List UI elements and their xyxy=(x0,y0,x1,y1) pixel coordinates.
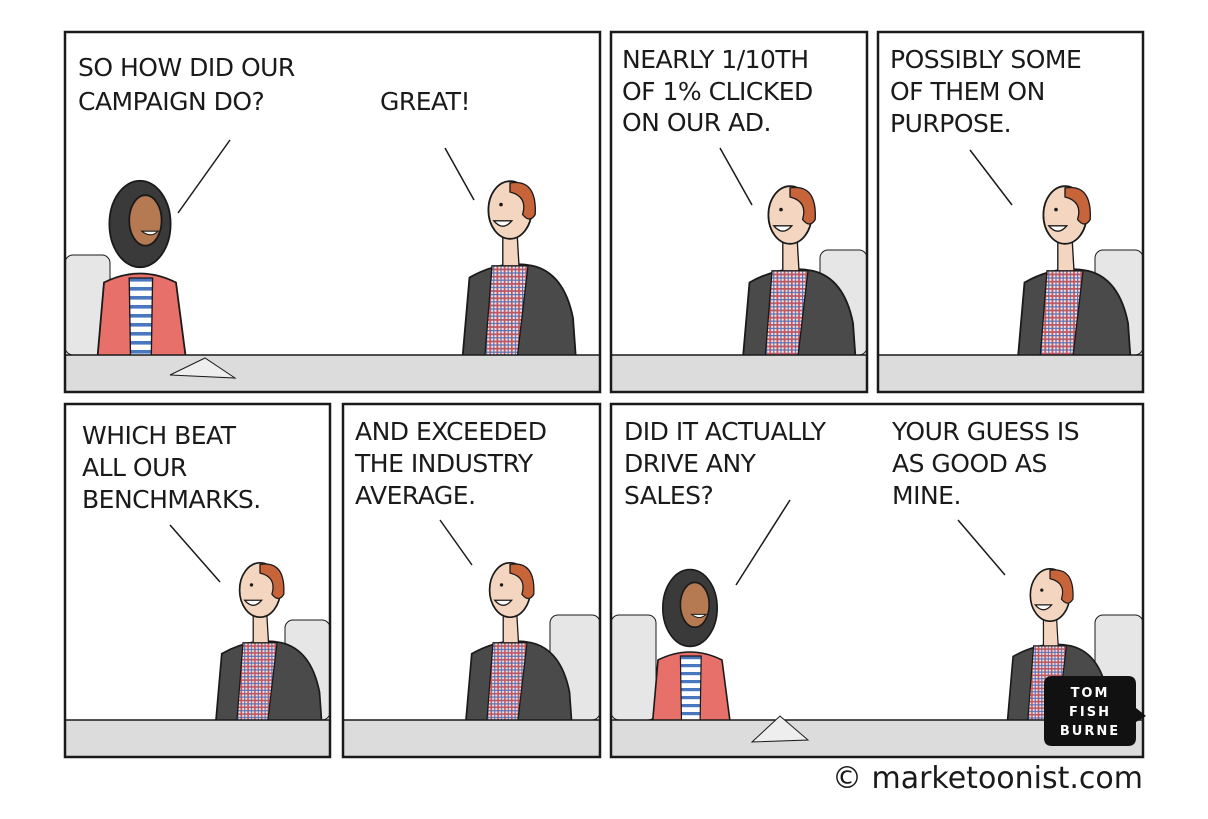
speech: NEARLY 1/10TH xyxy=(622,45,809,74)
table xyxy=(877,354,1144,393)
speech: DID IT ACTUALLY xyxy=(624,417,827,446)
panel-frame xyxy=(609,30,869,394)
speech: BENCHMARKS. xyxy=(82,485,261,514)
panel: NEARLY 1/10TH OF 1% CLICKED ON OUR AD. xyxy=(609,30,869,394)
pointer xyxy=(439,519,473,566)
panel-frame xyxy=(63,30,602,394)
panel: DID IT ACTUALLY DRIVE ANY SALES? YOUR GU… xyxy=(609,402,1146,759)
speech: AND EXCEEDED xyxy=(355,417,546,446)
panel-frame xyxy=(63,402,332,759)
speech: GREAT! xyxy=(380,87,470,116)
signature: TOM FISH BURNE xyxy=(1044,676,1146,746)
pointer xyxy=(177,139,231,214)
pointer xyxy=(969,149,1013,206)
speech: AVERAGE. xyxy=(355,481,476,510)
panel-frame xyxy=(876,30,1145,394)
table xyxy=(610,354,868,393)
signature-text: TOM xyxy=(1071,686,1110,701)
speech: ALL OUR xyxy=(82,453,187,482)
panel-frame xyxy=(341,402,602,759)
speech: YOUR GUESS IS xyxy=(891,417,1079,446)
speech: OF 1% CLICKED xyxy=(622,77,813,106)
speech: ON OUR AD. xyxy=(622,108,771,137)
signature-badge xyxy=(1044,676,1146,746)
panel: AND EXCEEDED THE INDUSTRY AVERAGE. xyxy=(341,402,602,759)
speech: POSSIBLY SOME xyxy=(890,45,1081,74)
speech: SALES? xyxy=(624,481,713,510)
pointer xyxy=(719,147,753,206)
tablet xyxy=(169,357,237,379)
speech: OF THEM ON xyxy=(890,77,1045,106)
speech: WHICH BEAT xyxy=(82,421,237,450)
signature-text: FISH xyxy=(1069,705,1111,720)
panel: POSSIBLY SOME OF THEM ON PURPOSE. xyxy=(876,30,1145,394)
panel-frame xyxy=(609,402,1145,759)
speech: MINE. xyxy=(892,481,961,510)
speech: AS GOOD AS xyxy=(892,449,1047,478)
speech: SO HOW DID OUR xyxy=(78,53,295,82)
footer: © marketoonist.com xyxy=(832,761,1143,796)
speech: PURPOSE. xyxy=(890,109,1011,138)
table xyxy=(64,354,601,393)
table xyxy=(64,719,331,758)
pointer xyxy=(735,499,791,586)
pointer xyxy=(444,147,475,201)
pointer xyxy=(957,519,1006,576)
tablet xyxy=(750,715,810,743)
speech: DRIVE ANY xyxy=(624,449,757,478)
speech: CAMPAIGN DO? xyxy=(78,87,264,116)
signature-text: BURNE xyxy=(1060,724,1120,739)
panel: WHICH BEAT ALL OUR BENCHMARKS. xyxy=(63,402,332,759)
chair xyxy=(610,614,657,721)
speech: THE INDUSTRY xyxy=(354,449,534,478)
pointer xyxy=(169,524,221,583)
panel: SO HOW DID OUR CAMPAIGN DO? GREAT! xyxy=(63,30,602,394)
table xyxy=(342,719,601,758)
